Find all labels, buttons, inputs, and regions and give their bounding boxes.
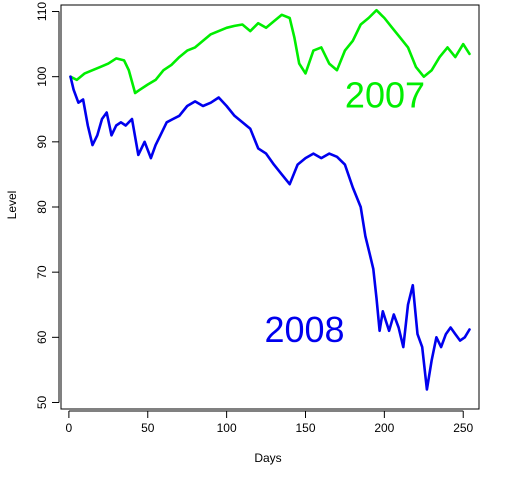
series-annotation-2007: 2007	[345, 74, 425, 115]
plot-frame	[60, 4, 480, 410]
y-tick-label: 50	[35, 395, 49, 409]
x-tick-label: 200	[374, 421, 394, 435]
x-axis-title: Days	[254, 451, 281, 465]
x-tick-label: 250	[453, 421, 473, 435]
y-tick-label: 90	[35, 135, 49, 149]
y-axis-title: Level	[5, 191, 19, 220]
y-tick-label: 100	[35, 66, 49, 86]
x-tick-label: 100	[217, 421, 237, 435]
series-layer	[69, 8, 471, 391]
annotation-layer: 2007 2008	[264, 74, 425, 350]
y-tick-label: 80	[35, 200, 49, 214]
y-tick-label: 60	[35, 330, 49, 344]
series-line-0	[69, 8, 471, 95]
series-annotation-2008: 2008	[264, 309, 344, 350]
x-axis: 0 50 100 150 200 250	[66, 410, 474, 435]
y-tick-label: 70	[35, 265, 49, 279]
x-tick-label: 50	[141, 421, 155, 435]
x-tick-label: 0	[66, 421, 73, 435]
x-tick-label: 150	[295, 421, 315, 435]
series-line-1	[69, 75, 471, 391]
y-tick-label: 110	[35, 2, 49, 21]
y-axis: 50 60 70 80 90 100 110	[35, 2, 60, 409]
